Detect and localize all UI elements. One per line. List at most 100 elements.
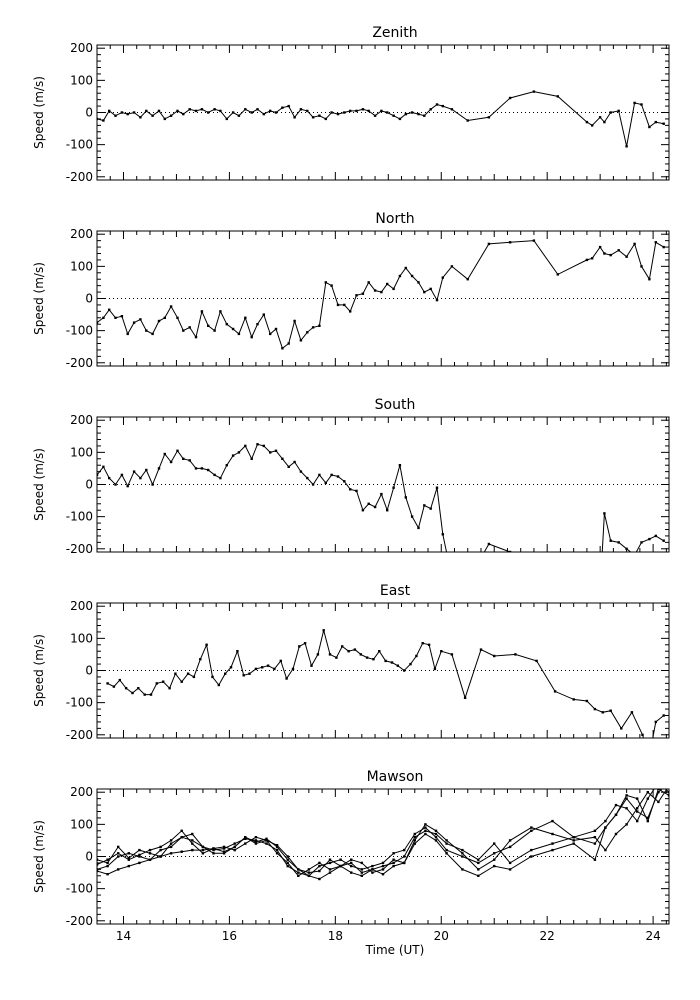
- ytick-label: -200: [66, 356, 93, 370]
- data-point: [97, 869, 99, 873]
- data-point: [244, 837, 247, 840]
- data-point: [237, 114, 241, 117]
- data-point: [429, 507, 432, 510]
- data-point: [493, 858, 496, 861]
- data-point: [244, 842, 247, 845]
- series-0: [97, 443, 665, 552]
- data-point: [355, 489, 358, 493]
- data-point: [120, 473, 124, 477]
- data-point: [636, 807, 639, 810]
- data-point: [551, 832, 554, 836]
- ytick-label: -100: [66, 882, 93, 896]
- data-point: [353, 648, 357, 651]
- data-point: [508, 839, 512, 842]
- data-point: [330, 284, 333, 287]
- data-point: [386, 282, 389, 286]
- data-point: [380, 290, 383, 294]
- data-point: [200, 108, 204, 111]
- ytick-label: -200: [66, 170, 93, 184]
- data-point: [463, 696, 467, 699]
- data-point: [421, 642, 424, 645]
- data-point: [169, 852, 173, 855]
- data-point: [434, 839, 438, 842]
- data-point: [380, 109, 383, 113]
- data-point: [117, 855, 120, 858]
- data-point: [244, 316, 247, 319]
- data-point: [256, 108, 259, 111]
- data-point: [410, 111, 414, 114]
- data-point: [237, 451, 241, 454]
- data-point: [350, 858, 353, 861]
- data-point: [598, 245, 602, 249]
- data-point: [373, 289, 377, 292]
- data-point: [359, 653, 362, 656]
- xtick-label: 14: [116, 929, 131, 943]
- data-point: [207, 468, 210, 472]
- data-point: [403, 848, 406, 852]
- data-point: [224, 672, 227, 675]
- data-point: [336, 475, 340, 478]
- data-point: [307, 874, 311, 877]
- data-point: [371, 864, 374, 868]
- data-point: [254, 840, 258, 844]
- data-point: [403, 669, 406, 672]
- data-point: [477, 858, 480, 861]
- data-point: [299, 470, 303, 473]
- data-point: [318, 861, 321, 865]
- data-point: [445, 842, 448, 845]
- ytick-label: 200: [70, 41, 93, 55]
- data-point: [151, 114, 154, 117]
- data-point: [159, 848, 162, 852]
- data-point: [318, 864, 321, 868]
- data-point: [646, 819, 649, 823]
- data-point: [434, 829, 438, 832]
- xtick-label: 18: [328, 929, 343, 943]
- data-point: [265, 842, 268, 845]
- data-point: [219, 476, 222, 480]
- data-point: [373, 114, 377, 117]
- data-point: [275, 845, 279, 849]
- data-point: [217, 683, 220, 687]
- data-point: [392, 861, 395, 865]
- data-point: [117, 845, 120, 849]
- ytick-label: 100: [70, 445, 93, 459]
- data-point: [409, 662, 412, 666]
- data-point: [532, 239, 536, 242]
- data-point: [424, 832, 427, 836]
- data-point: [145, 109, 148, 113]
- data-point: [213, 329, 216, 332]
- panel-mawson: -200 -100 0 100 200 14 16 18 20 22 24 Mawson Speed (…: [32, 769, 670, 957]
- data-point: [191, 848, 194, 852]
- data-point: [254, 842, 258, 845]
- data-point: [593, 829, 597, 832]
- data-point: [275, 848, 279, 852]
- data-point: [384, 659, 387, 663]
- data-point: [514, 653, 517, 656]
- data-point: [336, 112, 340, 116]
- data-point: [163, 316, 166, 319]
- data-point: [281, 106, 284, 109]
- data-point: [640, 541, 643, 544]
- data-point: [222, 847, 226, 850]
- data-point: [404, 496, 407, 499]
- data-point: [324, 481, 327, 485]
- data-point: [306, 331, 309, 334]
- data-point: [654, 120, 657, 124]
- data-point: [404, 112, 407, 116]
- data-point: [262, 112, 265, 116]
- data-point: [654, 241, 657, 244]
- data-point: [126, 112, 129, 116]
- data-point: [355, 109, 358, 113]
- data-point: [604, 819, 607, 823]
- data-point: [636, 797, 639, 800]
- data-point: [256, 443, 259, 446]
- data-point: [222, 852, 226, 855]
- data-point: [287, 465, 290, 468]
- data-point: [603, 512, 606, 515]
- data-point: [120, 315, 124, 318]
- data-point: [380, 492, 383, 496]
- data-point: [132, 470, 136, 473]
- data-point: [182, 457, 185, 460]
- data-point: [188, 326, 191, 329]
